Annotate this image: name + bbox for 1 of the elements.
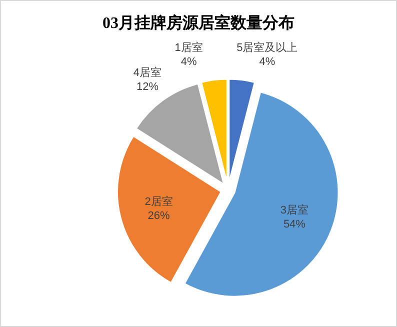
title: 03月挂牌房源居室数量分布 [102, 15, 294, 32]
